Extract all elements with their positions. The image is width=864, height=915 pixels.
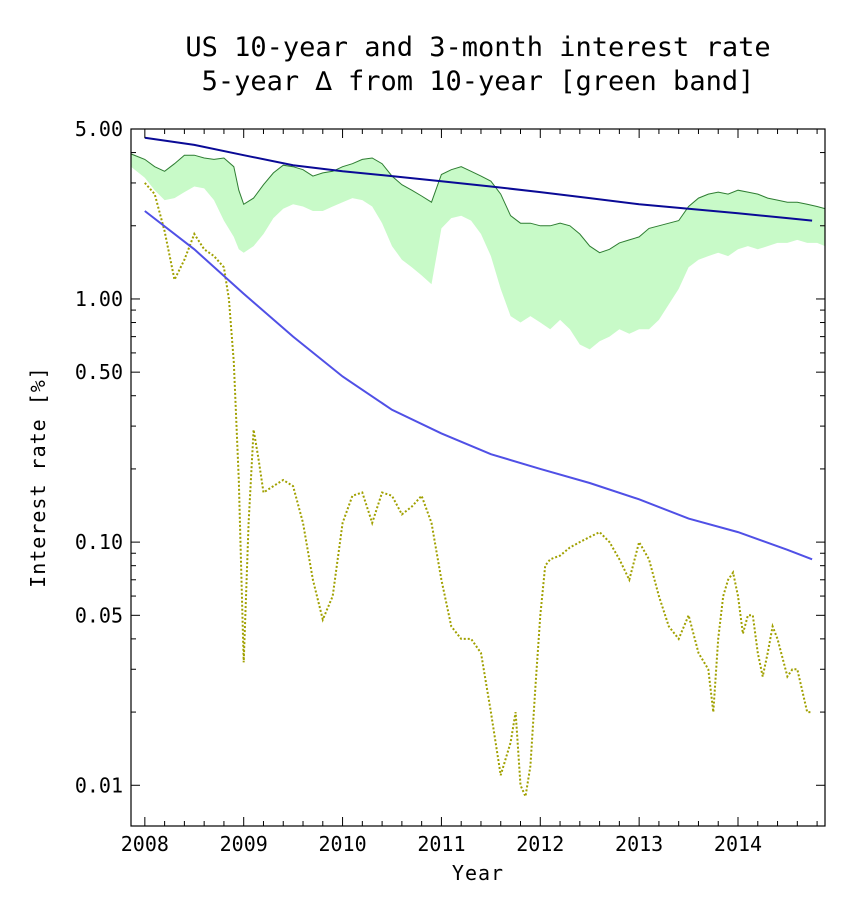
five-year-band <box>131 153 825 350</box>
plot-frame <box>130 128 826 827</box>
x-tick-label: 2014 <box>714 832 762 856</box>
x-tick-label: 2012 <box>516 832 564 856</box>
y-tick-label: 0.05 <box>75 603 123 627</box>
ten-year-trend-line <box>144 136 813 222</box>
chart-title-line-2: 5-year ∆ from 10-year [green band] <box>202 66 755 97</box>
y-tick-label: 5.00 <box>75 117 123 141</box>
x-tick-label: 2009 <box>220 832 268 856</box>
ten-year-line <box>131 153 825 254</box>
x-tick-label: 2008 <box>121 832 169 856</box>
x-tick-label: 2010 <box>318 832 366 856</box>
y-tick-label: 0.10 <box>75 530 123 554</box>
x-tick-label: 2013 <box>615 832 663 856</box>
axes: 5.00 1.00 0.50 0.10 0.05 0.01 2008 2009 2010 2011… <box>75 117 825 856</box>
three-month-line <box>144 182 813 800</box>
y-tick-label: 0.01 <box>75 773 123 797</box>
plot-area <box>131 136 825 800</box>
chart-title-line-1: US 10-year and 3-month interest rate <box>185 32 770 63</box>
three-month-trend-line <box>144 210 813 561</box>
y-axis-label: Interest rate [%] <box>26 366 50 588</box>
x-tick-label: 2011 <box>417 832 465 856</box>
x-axis-label: Year <box>452 861 504 885</box>
y-tick-label: 1.00 <box>75 287 123 311</box>
y-tick-label: 0.50 <box>75 360 123 384</box>
